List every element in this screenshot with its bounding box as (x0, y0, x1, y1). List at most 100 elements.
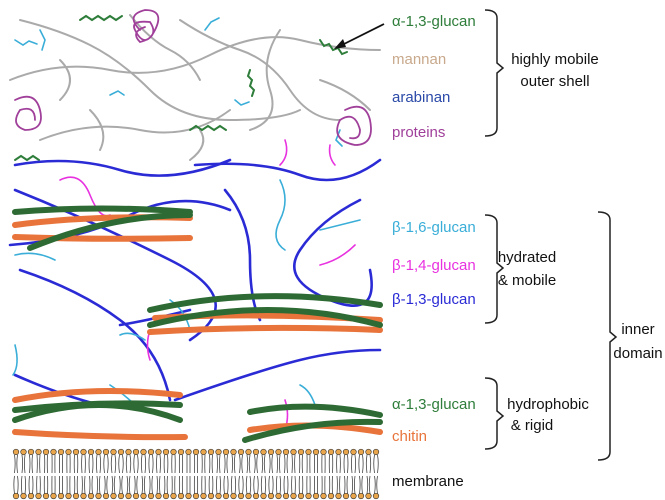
bracket (485, 378, 503, 449)
lipid-head (28, 449, 34, 455)
lipid-head (148, 493, 154, 499)
lipid-tail (367, 476, 370, 494)
lipid-tail (337, 455, 341, 473)
lipid-tail (82, 455, 86, 473)
lipid-tail (142, 476, 145, 494)
lipid-tail (187, 455, 190, 473)
lipid-tail (270, 455, 273, 473)
lipid-head (246, 493, 252, 499)
lipid-head (216, 493, 222, 499)
lipid-head (328, 493, 334, 499)
lipid-tail (21, 476, 25, 494)
lipid-tail (90, 476, 93, 494)
lipid-head (126, 449, 132, 455)
lipid-tail (322, 476, 325, 494)
lipid-tail (277, 455, 280, 473)
lipid-head (261, 493, 267, 499)
lipid-tail (141, 455, 145, 473)
lipid-head (231, 493, 237, 499)
legend-label: mannan (392, 51, 446, 68)
lipid-head (208, 449, 214, 455)
lipid-tail (89, 455, 93, 473)
lipid-head (193, 493, 199, 499)
lipid-tail (164, 455, 168, 473)
lipid-head (193, 449, 199, 455)
lipid-tail (97, 476, 100, 494)
lipid-tail (307, 455, 310, 473)
lipid-tail (329, 455, 333, 473)
lipid-head (298, 449, 304, 455)
lipid-head (88, 449, 94, 455)
lipid-head (261, 449, 267, 455)
lipid-head (373, 449, 379, 455)
lipid-tail (67, 476, 70, 494)
lipid-tail (269, 476, 273, 494)
lipid-tail (231, 476, 235, 494)
lipid-tail (179, 455, 182, 473)
lipid-head (313, 449, 319, 455)
lipid-head (201, 449, 207, 455)
hydrated-strands (10, 160, 380, 430)
lipid-head (178, 449, 184, 455)
lipid-tail (246, 476, 251, 494)
rigid-fibers (15, 209, 380, 441)
lipid-tail (22, 455, 25, 473)
lipid-tail (119, 455, 124, 473)
lipid-head (171, 449, 177, 455)
lipid-tail (96, 455, 100, 473)
lipid-tail (359, 455, 363, 473)
lipid-head (103, 493, 109, 499)
lipid-head (141, 493, 147, 499)
lipid-tail (172, 476, 175, 494)
legend-label: arabinan (392, 89, 450, 106)
lipid-tail (217, 455, 220, 473)
lipid-tail (14, 476, 18, 494)
lipid-tail (209, 476, 213, 494)
lipid-head (13, 449, 19, 455)
lipid-tail (344, 455, 348, 473)
lipid-head (223, 493, 229, 499)
lipid-head (283, 449, 289, 455)
lipid-head (321, 493, 327, 499)
lipid-head (36, 493, 42, 499)
lipid-head (178, 493, 184, 499)
lipid-head (216, 449, 222, 455)
lipid-head (163, 449, 169, 455)
lipid-tail (195, 455, 198, 473)
lipid-tail (254, 476, 259, 494)
lipid-head (351, 449, 357, 455)
group-label: domain (613, 345, 662, 362)
lipid-head (358, 449, 364, 455)
lipid-tail (172, 455, 176, 473)
lipid-tail (67, 455, 70, 473)
lipid-tail (150, 476, 153, 494)
lipid-head (343, 493, 349, 499)
lipid-head (43, 449, 49, 455)
lipid-tail (112, 476, 115, 494)
lipid-tail (194, 476, 197, 494)
lipid-head (268, 493, 274, 499)
lipid-tail (337, 476, 340, 494)
lipid-tail (247, 455, 250, 473)
lipid-tail (135, 476, 138, 494)
lipid-tail (255, 455, 258, 473)
lipid-head (351, 493, 357, 499)
lipid-tail (292, 455, 295, 473)
lipid-tail (74, 455, 78, 473)
lipid-head (336, 493, 342, 499)
lipid-head (253, 493, 259, 499)
lipid-tail (60, 455, 63, 473)
lipid-tail (276, 476, 280, 494)
lipid-head (118, 493, 124, 499)
lipid-tail (15, 455, 18, 473)
legend-label: α-1,3-glucan (392, 13, 476, 30)
lipid-head (133, 449, 139, 455)
lipid-head (343, 449, 349, 455)
legend-label: chitin (392, 428, 427, 445)
group-label: hydrophobic (507, 396, 589, 413)
bracket (598, 212, 616, 460)
lipid-tail (366, 455, 370, 473)
lipid-tail (120, 476, 123, 494)
lipid-head (223, 449, 229, 455)
lipid-tail (292, 476, 296, 494)
